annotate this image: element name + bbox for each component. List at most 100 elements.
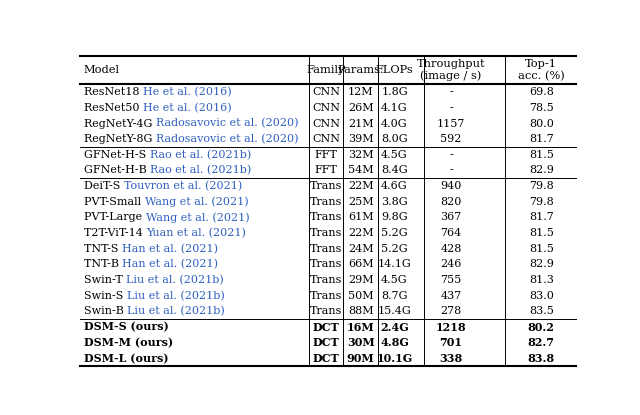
Text: 39M: 39M [348,134,374,144]
Text: Radosavovic et al. (2020): Radosavovic et al. (2020) [156,118,298,129]
Text: DSM-M (ours): DSM-M (ours) [84,337,173,348]
Text: FFT: FFT [315,166,337,176]
Text: Trans: Trans [310,197,342,207]
Text: DeiT-S: DeiT-S [84,181,124,191]
Text: Model: Model [84,65,120,75]
Text: GFNet-H-B: GFNet-H-B [84,166,150,176]
Text: Params.: Params. [337,65,384,75]
Text: 83.8: 83.8 [528,353,555,364]
Text: 30M: 30M [347,337,374,348]
Text: Liu et al. (2021b): Liu et al. (2021b) [127,306,225,317]
Text: DCT: DCT [313,322,339,332]
Text: 83.5: 83.5 [529,306,554,316]
Text: 246: 246 [440,259,461,269]
Text: Rao et al. (2021b): Rao et al. (2021b) [150,165,252,176]
Text: -: - [449,87,453,97]
Text: Swin-B: Swin-B [84,306,127,316]
Text: RegNetY-4G: RegNetY-4G [84,119,156,129]
Text: ResNet18: ResNet18 [84,87,143,97]
Text: 32M: 32M [348,150,374,160]
Text: Yuan et al. (2021): Yuan et al. (2021) [147,228,246,238]
Text: 66M: 66M [348,259,374,269]
Text: 5.2G: 5.2G [381,244,408,254]
Text: -: - [449,150,453,160]
Text: 2.4G: 2.4G [380,322,409,332]
Text: Liu et al. (2021b): Liu et al. (2021b) [127,290,225,301]
Text: 82.9: 82.9 [529,166,554,176]
Text: 79.8: 79.8 [529,197,554,207]
Text: 820: 820 [440,197,461,207]
Text: 81.5: 81.5 [529,150,554,160]
Text: DCT: DCT [313,337,339,348]
Text: CNN: CNN [312,119,340,129]
Text: 79.8: 79.8 [529,181,554,191]
Text: CNN: CNN [312,134,340,144]
Text: 3.8G: 3.8G [381,197,408,207]
Text: FLOPs: FLOPs [376,65,413,75]
Text: 14.1G: 14.1G [378,259,412,269]
Text: 25M: 25M [348,197,374,207]
Text: He et al. (2016): He et al. (2016) [143,87,232,98]
Text: Trans: Trans [310,275,342,285]
Text: 278: 278 [440,306,461,316]
Text: 8.7G: 8.7G [381,291,408,301]
Text: Trans: Trans [310,306,342,316]
Text: Trans: Trans [310,291,342,301]
Text: 10.1G: 10.1G [376,353,413,364]
Text: CNN: CNN [312,103,340,113]
Text: 81.7: 81.7 [529,212,554,222]
Text: 80.0: 80.0 [529,119,554,129]
Text: TNT-S: TNT-S [84,244,122,254]
Text: Rao et al. (2021b): Rao et al. (2021b) [150,150,251,160]
Text: Throughput
(image / s): Throughput (image / s) [417,59,485,81]
Text: Trans: Trans [310,244,342,254]
Text: 81.3: 81.3 [529,275,554,285]
Text: 61M: 61M [348,212,374,222]
Text: GFNet-H-S: GFNet-H-S [84,150,150,160]
Text: Trans: Trans [310,228,342,238]
Text: Top-1
acc. (%): Top-1 acc. (%) [518,59,564,81]
Text: 78.5: 78.5 [529,103,554,113]
Text: Swin-S: Swin-S [84,291,127,301]
Text: -: - [449,166,453,176]
Text: 428: 428 [440,244,461,254]
Text: 338: 338 [440,353,463,364]
Text: 437: 437 [440,291,461,301]
Text: 82.9: 82.9 [529,259,554,269]
Text: 4.8G: 4.8G [380,337,409,348]
Text: Wang et al. (2021): Wang et al. (2021) [145,196,248,207]
Text: RegNetY-8G: RegNetY-8G [84,134,156,144]
Text: Swin-T: Swin-T [84,275,126,285]
Text: 24M: 24M [348,244,374,254]
Text: -: - [449,103,453,113]
Text: 80.2: 80.2 [528,322,555,332]
Text: DCT: DCT [313,353,339,364]
Text: 90M: 90M [347,353,374,364]
Text: 4.0G: 4.0G [381,119,408,129]
Text: 81.5: 81.5 [529,244,554,254]
Text: DSM-L (ours): DSM-L (ours) [84,353,168,364]
Text: 81.5: 81.5 [529,228,554,238]
Text: 50M: 50M [348,291,374,301]
Text: 701: 701 [440,337,463,348]
Text: He et al. (2016): He et al. (2016) [143,103,232,113]
Text: 81.7: 81.7 [529,134,554,144]
Text: 1218: 1218 [436,322,467,332]
Text: 82.7: 82.7 [528,337,555,348]
Text: 5.2G: 5.2G [381,228,408,238]
Text: 16M: 16M [347,322,374,332]
Text: 21M: 21M [348,119,374,129]
Text: 26M: 26M [348,103,374,113]
Text: 54M: 54M [348,166,374,176]
Text: DSM-S (ours): DSM-S (ours) [84,322,169,332]
Text: CNN: CNN [312,87,340,97]
Text: 83.0: 83.0 [529,291,554,301]
Text: 940: 940 [440,181,461,191]
Text: T2T-ViT-14: T2T-ViT-14 [84,228,147,238]
Text: Han et al. (2021): Han et al. (2021) [122,244,218,254]
Text: 4.1G: 4.1G [381,103,408,113]
Text: Trans: Trans [310,181,342,191]
Text: 1.8G: 1.8G [381,87,408,97]
Text: FFT: FFT [315,150,337,160]
Text: 15.4G: 15.4G [378,306,412,316]
